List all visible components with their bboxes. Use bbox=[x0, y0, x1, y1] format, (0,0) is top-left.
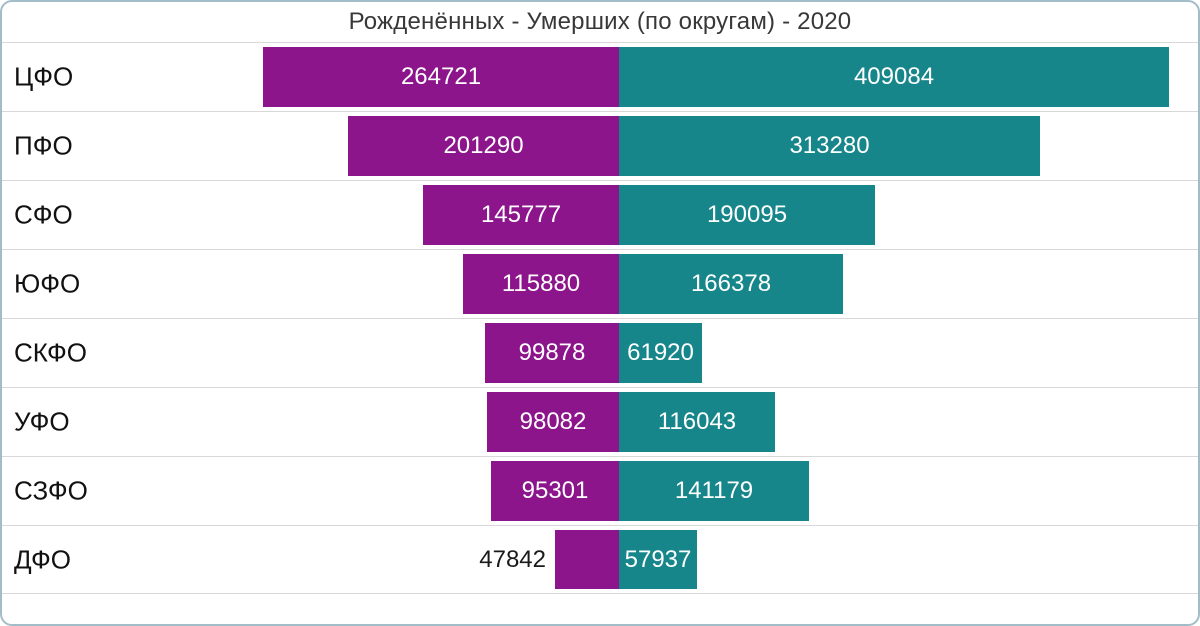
chart-row-cfo: ЦФО 264721 409084 bbox=[2, 42, 1198, 111]
deaths-bar: 409084 bbox=[619, 47, 1169, 107]
category-label: ПФО bbox=[14, 130, 73, 161]
chart-row-dfo: ДФО 47842 57937 bbox=[2, 525, 1198, 594]
chart-row-yufo: ЮФО 115880 166378 bbox=[2, 249, 1198, 318]
bar-value-label: 61920 bbox=[627, 339, 694, 366]
births-bar: 99878 bbox=[485, 323, 619, 383]
category-label: ДФО bbox=[14, 544, 72, 574]
bar-value-label: 409084 bbox=[853, 63, 935, 90]
bar-value-label: 57937 bbox=[624, 545, 692, 573]
bar-value-label: 166378 bbox=[690, 270, 772, 297]
chart-row-pfo: ПФО 201290 313280 bbox=[2, 111, 1198, 180]
chart-row-sfo: СФО 145777 190095 bbox=[2, 180, 1198, 249]
category-label: СЗФО bbox=[14, 475, 88, 506]
category-label: ЮФО bbox=[14, 268, 81, 299]
bar-value-label: 115880 bbox=[501, 270, 581, 297]
category-label: СФО bbox=[14, 199, 73, 230]
chart-row-skfo: СКФО 99878 61920 bbox=[2, 318, 1198, 387]
births-bar: 98082 bbox=[487, 392, 619, 452]
category-label: СКФО bbox=[14, 337, 88, 368]
chart-rows: ЦФО 264721 409084 ПФО 201290 313280 СФО … bbox=[2, 42, 1198, 594]
bar-value-label: 98082 bbox=[519, 408, 587, 435]
chart-row-ufo: УФО 98082 116043 bbox=[2, 387, 1198, 456]
bar-value-label: 145777 bbox=[480, 201, 562, 228]
bar-value-label: 313280 bbox=[789, 132, 870, 159]
deaths-bar: 313280 bbox=[619, 116, 1040, 176]
bar-value-label: 116043 bbox=[657, 408, 737, 435]
bar-value-label: 47842 bbox=[479, 545, 546, 573]
bar-value-label: 99878 bbox=[518, 339, 586, 366]
bar-value-label: 190095 bbox=[706, 201, 788, 228]
births-bar: 264721 bbox=[263, 47, 619, 107]
deaths-bar: 61920 bbox=[619, 323, 702, 383]
births-bar: 47842 bbox=[479, 530, 619, 589]
chart-title: Рожденённых - Умерших (по округам) - 202… bbox=[348, 8, 852, 35]
bar-value-label: 95301 bbox=[521, 477, 589, 504]
bar-value-label: 201290 bbox=[443, 132, 524, 159]
bar-value-label: 264721 bbox=[400, 63, 482, 90]
category-label: УФО bbox=[14, 406, 70, 437]
deaths-bar: 141179 bbox=[619, 461, 809, 521]
deaths-bar: 116043 bbox=[619, 392, 775, 452]
births-bar: 201290 bbox=[348, 116, 619, 176]
births-bar: 115880 bbox=[463, 254, 619, 314]
deaths-bar: 166378 bbox=[619, 254, 843, 314]
deaths-bar: 190095 bbox=[619, 185, 875, 245]
deaths-bar: 57937 bbox=[619, 530, 697, 589]
category-label: ЦФО bbox=[14, 61, 74, 92]
bar-value-label: 141179 bbox=[674, 477, 754, 504]
births-bar: 145777 bbox=[423, 185, 619, 245]
births-bar: 95301 bbox=[491, 461, 619, 521]
chart-row-szfo: СЗФО 95301 141179 bbox=[2, 456, 1198, 525]
